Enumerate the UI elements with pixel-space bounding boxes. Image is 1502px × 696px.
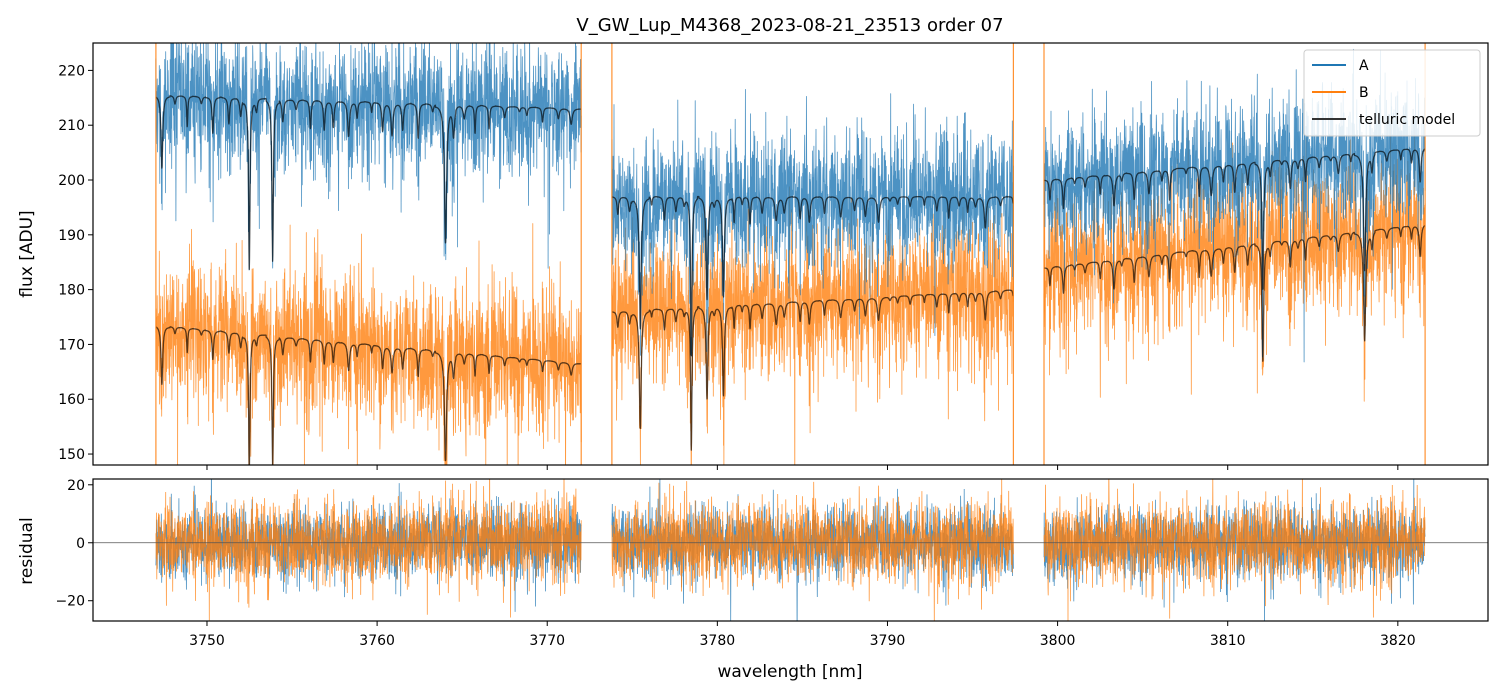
y-tick-label: 150	[58, 447, 85, 463]
residual-b-segment-2	[611, 479, 1014, 621]
series-b-flux-segment-2	[611, 186, 1014, 465]
x-tick-label: 3820	[1380, 633, 1416, 649]
y-tick-label: 200	[58, 173, 85, 189]
legend-label-model: telluric model	[1359, 112, 1455, 128]
y-tick-label: 220	[58, 63, 85, 79]
residual-y-axis-label: residual	[17, 517, 37, 584]
legend-label-b: B	[1359, 85, 1369, 101]
chart-title: V_GW_Lup_M4368_2023-08-21_23513 order 07	[576, 15, 1003, 36]
residual-b-segment-3	[1043, 479, 1426, 621]
flux-y-ticks: 150 160 170 180 190 200 210 220	[58, 63, 93, 463]
flux-panel: 150 160 170 180 190 200 210 220 flux [ADU]	[17, 42, 1489, 470]
residual-b-segment-1	[155, 479, 582, 621]
y-tick-label: 190	[58, 228, 85, 244]
flux-axes-frame	[92, 42, 1489, 466]
series-a-flux-segment-2	[611, 89, 1014, 357]
series-a-flux-segment-3	[1043, 48, 1426, 363]
telluric-model-b-segment-1	[155, 326, 582, 465]
legend-box	[1303, 49, 1481, 137]
residual-x-ticks: 3750 3760 3770 3780 3790 3800 3810 3820	[189, 621, 1416, 649]
x-axis-label: wavelength [nm]	[717, 662, 862, 682]
x-tick-label: 3790	[870, 633, 906, 649]
telluric-model-a-segment-3	[1043, 148, 1426, 290]
x-tick-label: 3780	[700, 633, 736, 649]
telluric-model-a-segment-1	[155, 95, 582, 270]
y-tick-label: 0	[76, 536, 85, 552]
x-tick-label: 3770	[529, 633, 565, 649]
y-tick-label: 210	[58, 118, 85, 134]
x-tick-label: 3800	[1040, 633, 1076, 649]
y-tick-label: 20	[67, 478, 85, 494]
y-tick-label: 170	[58, 337, 85, 353]
flux-data	[155, 43, 1426, 465]
flux-y-axis-label: flux [ADU]	[17, 210, 37, 297]
residual-y-ticks: −20 0 20	[55, 478, 93, 610]
y-tick-label: −20	[55, 594, 85, 610]
residual-axes-frame	[92, 478, 1489, 622]
x-tick-label: 3760	[359, 633, 395, 649]
y-tick-label: 160	[58, 392, 85, 408]
legend-label-a: A	[1359, 58, 1369, 74]
x-tick-label: 3810	[1210, 633, 1246, 649]
telluric-model-a-segment-2	[611, 195, 1014, 357]
legend: A B telluric model	[1303, 49, 1481, 137]
y-tick-label: 180	[58, 283, 85, 299]
x-tick-label: 3750	[189, 633, 225, 649]
telluric-model-b-segment-3	[1043, 225, 1426, 362]
telluric-model-b-segment-2	[611, 289, 1014, 451]
residual-data	[93, 479, 1488, 621]
series-a-flux-segment-1	[155, 43, 582, 271]
flux-x-ticks	[206, 465, 1399, 470]
